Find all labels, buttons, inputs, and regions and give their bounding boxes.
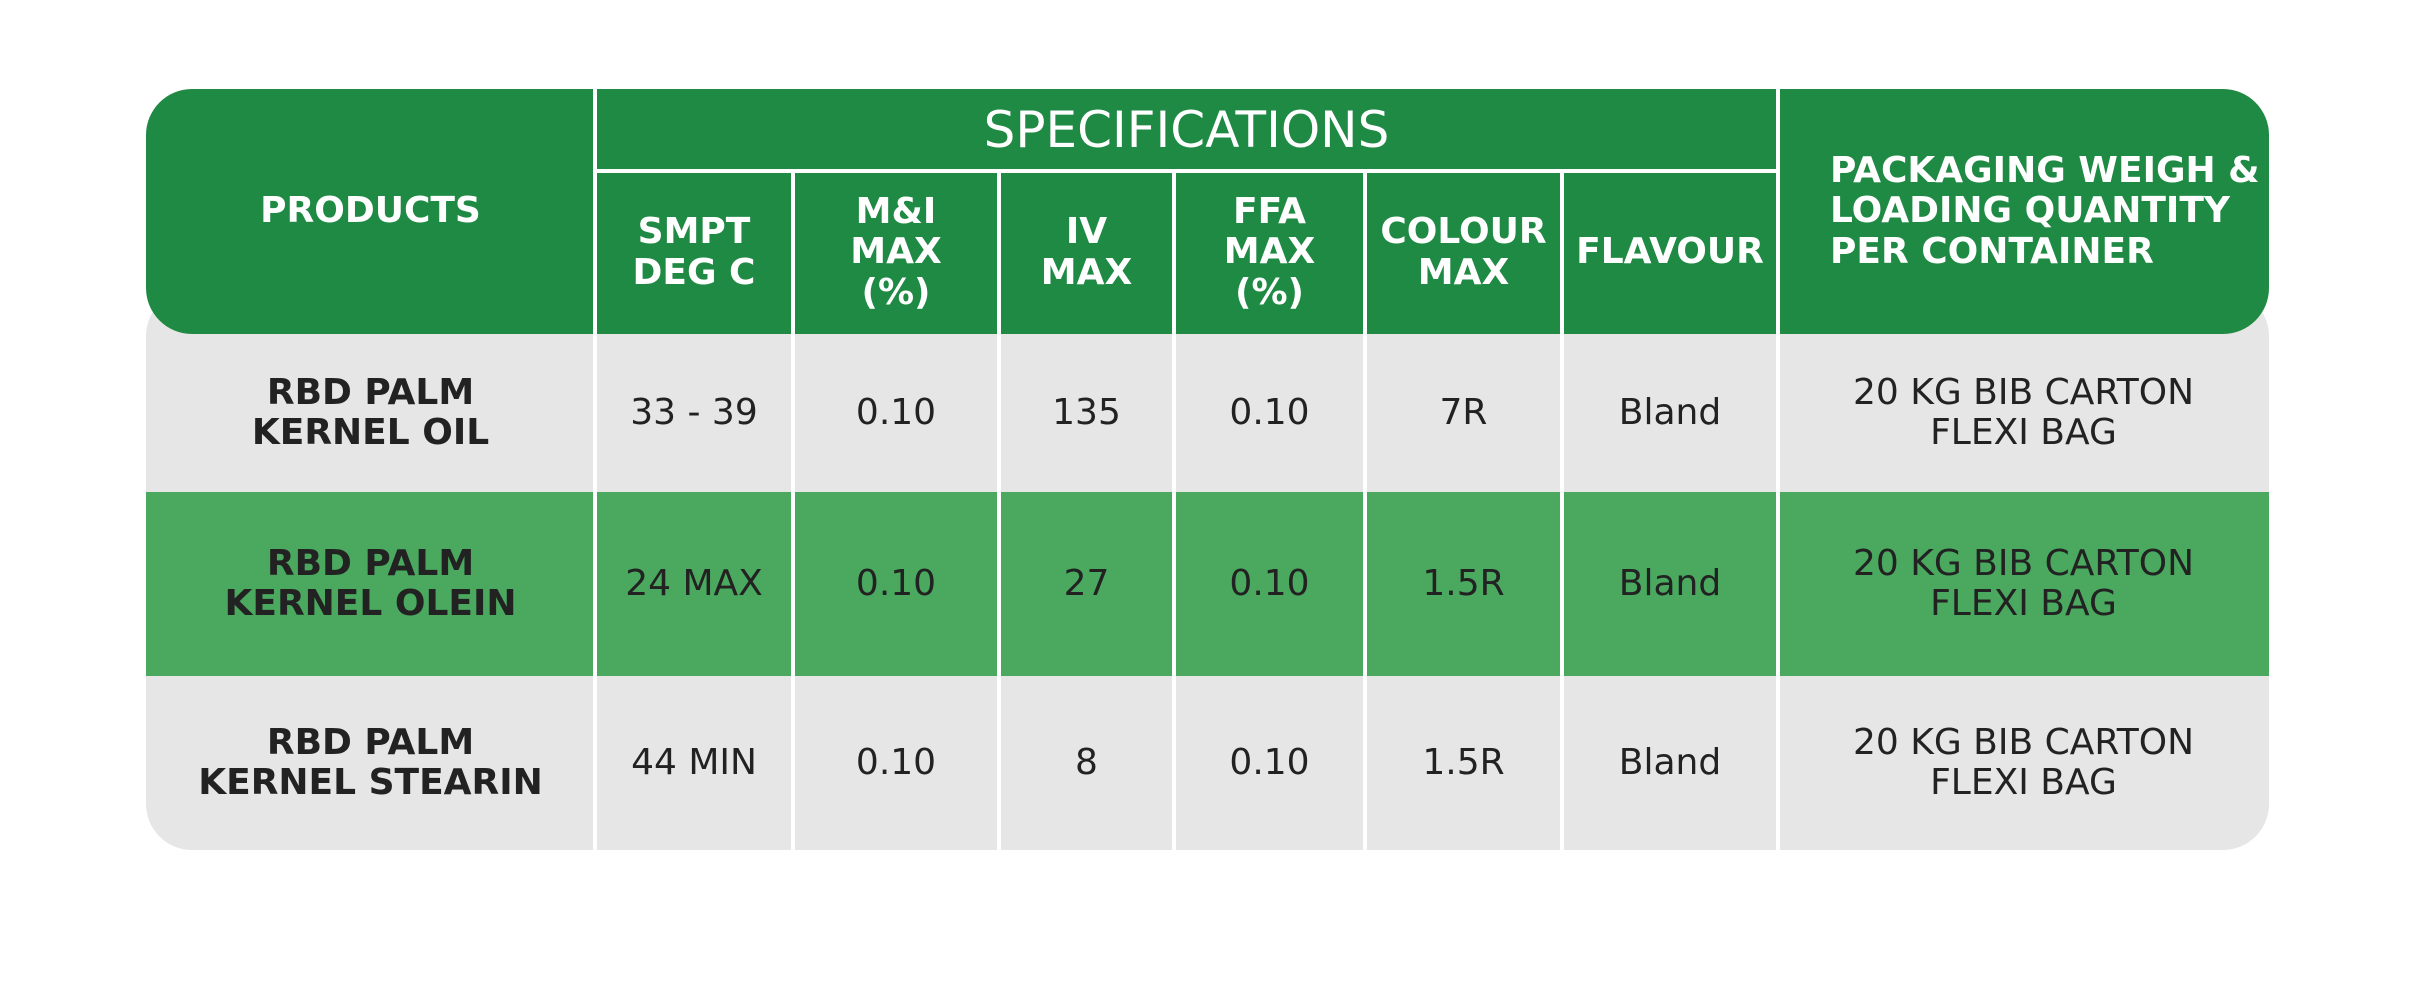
table-cell: 44 MIN bbox=[631, 741, 757, 783]
table-cell: Bland bbox=[1618, 741, 1722, 783]
column-divider bbox=[1363, 171, 1367, 850]
table-cell: 135 bbox=[1052, 391, 1121, 433]
column-divider bbox=[1560, 171, 1564, 850]
table-cell: 8 bbox=[1075, 741, 1098, 783]
table-cell: 0.10 bbox=[855, 741, 937, 783]
table-cell: Bland bbox=[1618, 391, 1722, 433]
table-cell: 33 - 39 bbox=[630, 391, 758, 433]
column-header: FLAVOUR bbox=[1576, 231, 1764, 273]
table-cell: 7R bbox=[1439, 391, 1488, 433]
row-highlight bbox=[146, 492, 2269, 676]
table-cell: 0.10 bbox=[855, 391, 937, 433]
table-cell: 0.10 bbox=[1229, 741, 1310, 783]
products-header: PRODUCTS bbox=[260, 190, 481, 232]
packaging-header: PACKAGING WEIGH & LOADING QUANTITY PER C… bbox=[1830, 150, 2260, 272]
table-cell: 0.10 bbox=[1229, 562, 1310, 604]
product-name: RBD PALM KERNEL STEARIN bbox=[198, 721, 543, 803]
table-cell: 27 bbox=[1063, 562, 1110, 604]
column-header: SMPT DEG C bbox=[632, 211, 756, 293]
table-cell: Bland bbox=[1618, 562, 1722, 604]
header-background bbox=[146, 89, 2269, 334]
table-cell: 0.10 bbox=[855, 562, 937, 604]
table-cell: 20 KG BIB CARTON FLEXI BAG bbox=[1852, 371, 2195, 453]
table-cell: 1.5R bbox=[1422, 562, 1505, 604]
column-divider bbox=[791, 171, 795, 850]
table-cell: 20 KG BIB CARTON FLEXI BAG bbox=[1852, 721, 2195, 803]
column-header: M&I MAX (%) bbox=[850, 191, 942, 313]
table-cell: 0.10 bbox=[1229, 391, 1310, 433]
table-cell: 1.5R bbox=[1422, 741, 1505, 783]
column-divider bbox=[1776, 89, 1780, 850]
specifications-header: SPECIFICATIONS bbox=[983, 101, 1390, 159]
column-header: COLOUR MAX bbox=[1380, 211, 1547, 293]
table-cell: 20 KG BIB CARTON FLEXI BAG bbox=[1852, 542, 2195, 624]
product-name: RBD PALM KERNEL OIL bbox=[251, 371, 490, 453]
product-name: RBD PALM KERNEL OLEIN bbox=[224, 542, 517, 624]
column-divider bbox=[593, 89, 597, 850]
column-header: IV MAX bbox=[1040, 211, 1133, 293]
header-divider bbox=[595, 169, 1778, 173]
column-divider bbox=[997, 171, 1001, 850]
table-cell: 24 MAX bbox=[625, 562, 763, 604]
column-divider bbox=[1172, 171, 1176, 850]
column-header: FFA MAX (%) bbox=[1223, 191, 1316, 313]
